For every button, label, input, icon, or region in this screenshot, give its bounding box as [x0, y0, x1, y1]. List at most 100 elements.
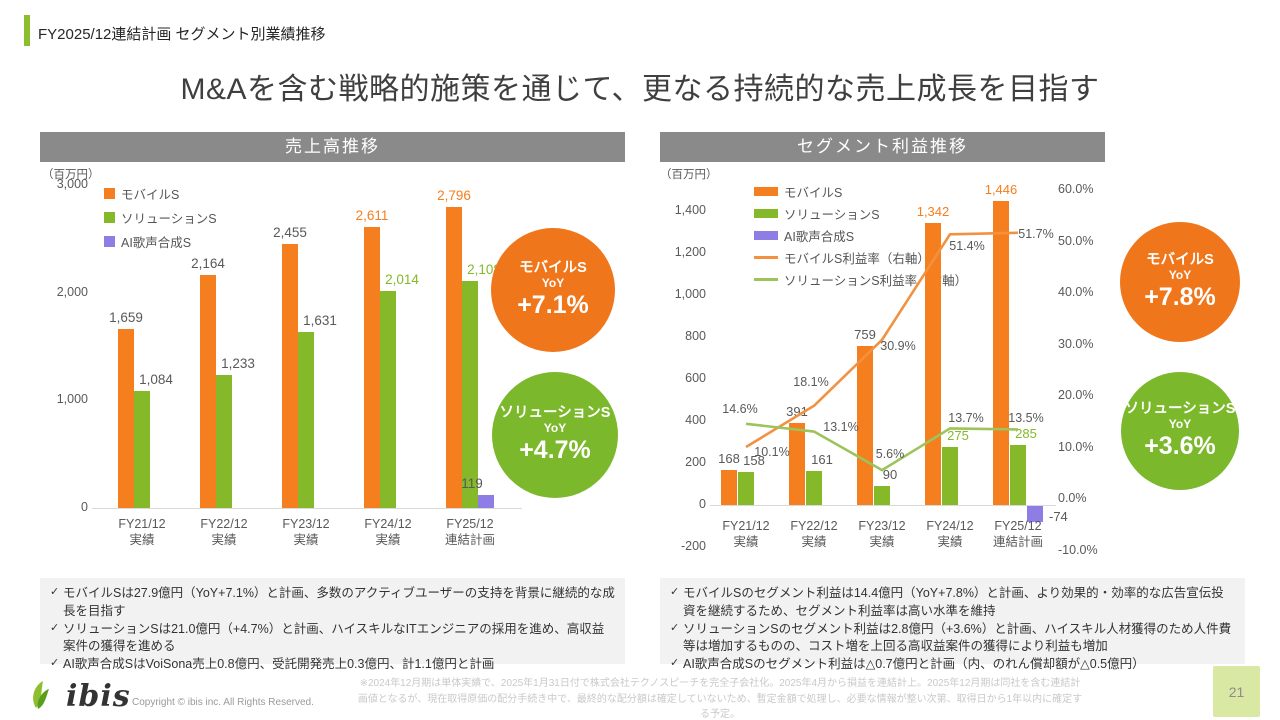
bar-value-label: 90 [882, 467, 898, 483]
x-axis-label-line: FY22/12 [200, 517, 248, 531]
bar-value-label: -74 [1049, 509, 1068, 524]
bar [446, 206, 462, 508]
y2-axis-tick: -10.0% [1058, 542, 1098, 557]
page-number: 21 [1213, 666, 1260, 717]
legend-item: モバイルS [754, 182, 842, 201]
y2-axis-tick: 0.0% [1058, 491, 1087, 505]
badge-value: +3.6% [1144, 431, 1216, 460]
segment-profit-chart: （百万円） 1,400 1,200 1,000 800 600 400 200 0 -200 60.… [660, 162, 1105, 572]
rate-label: 18.1% [793, 375, 829, 389]
yoy-badge: モバイルS YoY +7.8% [1120, 222, 1240, 342]
bar-value-label: 2,611 [355, 207, 389, 223]
legend-line-swatch [754, 278, 778, 281]
x-axis-label: FY23/12 実績 [837, 518, 927, 551]
bar-value-label: 285 [1015, 426, 1037, 442]
x-axis-label-line: 実績 [211, 533, 237, 548]
x-axis-label: FY24/12 実績 [905, 518, 995, 551]
yoy-badge: ソリューションS YoY +3.6% [1121, 372, 1239, 490]
x-axis-label: FY24/12 実績 [343, 516, 433, 549]
y-axis-tick: 1,200 [674, 245, 706, 259]
ibis-wordmark: ibis [66, 678, 131, 714]
profit-notes: モバイルSのセグメント利益は14.4億円（YoY+7.8%）と計画、より効果的・… [660, 578, 1245, 671]
bar-value-label: 1,659 [109, 310, 143, 326]
x-axis-label: FY22/12 実績 [769, 518, 859, 551]
bar [806, 471, 822, 505]
note-item: AI歌声合成Sのセグメント利益は△0.7億円と計画（内、のれん償却額が△0.5億… [670, 656, 1235, 674]
note-item: ソリューションSは21.0億円（+4.7%）と計画、ハイスキルなITエンジニアの… [50, 621, 615, 657]
profit-panel-title: セグメント利益推移 [660, 132, 1105, 162]
badge-label: ソリューションS [499, 405, 611, 422]
x-axis-label-line: 実績 [293, 533, 319, 548]
x-axis-label-line: FY24/12 [926, 519, 974, 533]
x-axis-label-line: FY23/12 [858, 519, 906, 533]
badge-sub: YoY [541, 276, 565, 291]
rate-label: 51.4% [949, 239, 985, 253]
y2-axis-tick: 50.0% [1058, 233, 1094, 248]
rate-label: 13.5% [1008, 411, 1044, 425]
bar-value-label: 161 [811, 452, 833, 468]
rate-label: 10.1% [754, 445, 790, 459]
bar [118, 329, 134, 508]
badge-value: +7.1% [517, 290, 589, 319]
badge-value: +4.7% [519, 435, 591, 464]
badge-value: +7.8% [1144, 282, 1216, 311]
y-axis-tick: 0 [699, 497, 706, 511]
y-axis-tick: -200 [680, 539, 706, 553]
x-axis-label-line: FY23/12 [282, 517, 330, 531]
bar [134, 391, 150, 508]
note-item: モバイルSは27.9億円（YoY+7.1%）と計画、多数のアクティブユーザーの支… [50, 585, 615, 621]
x-axis-label-line: 実績 [869, 535, 895, 550]
legend-label: モバイルS利益率（右軸） [784, 252, 930, 266]
x-axis-label: FY22/12 実績 [179, 516, 269, 549]
legend-label: AI歌声合成S [784, 230, 855, 244]
bar [993, 201, 1009, 505]
bar-value-label: 1,446 [984, 182, 1018, 198]
header-accent-bar [24, 15, 30, 46]
x-axis-label-line: FY25/12 [994, 519, 1042, 533]
legend-item: ソリューションS [104, 208, 217, 227]
bar [1010, 445, 1026, 505]
slide-title: M&Aを含む戦略的施策を通じて、更なる持続的な売上成長を目指す [180, 73, 1100, 106]
legend-label: ソリューションS [121, 212, 217, 226]
axis-unit-label: （百万円） [660, 169, 718, 181]
x-axis-label: FY21/12 実績 [97, 516, 187, 549]
badge-label: モバイルS [519, 260, 587, 277]
bar [738, 471, 754, 505]
x-axis-label-line: 連結計画 [992, 535, 1043, 550]
legend-swatch [754, 209, 778, 218]
legend-label: モバイルS [121, 188, 180, 202]
bar-value-label: 2,014 [385, 272, 419, 288]
legend-item: AI歌声合成S [104, 232, 191, 251]
badge-label: モバイルS [1146, 252, 1214, 269]
legend-swatch [104, 188, 115, 199]
legend-label: ソリューションS [784, 208, 880, 222]
legend-line-swatch [754, 256, 778, 259]
bar [478, 495, 494, 508]
rate-label: 13.7% [948, 411, 984, 425]
badge-sub: YoY [543, 421, 567, 436]
y-axis-tick: 800 [685, 329, 706, 343]
rate-label: 14.6% [722, 402, 758, 416]
legend-label: モバイルS [784, 186, 843, 200]
x-axis-label-line: 実績 [937, 535, 963, 550]
ibis-logo: ibis [28, 678, 131, 714]
x-axis-label: FY21/12 実績 [701, 518, 791, 551]
bar [874, 486, 890, 505]
y-axis-tick: 1,000 [56, 392, 88, 407]
legend-item: モバイルS [104, 184, 179, 203]
bar [942, 447, 958, 505]
y-axis-tick: 3,000 [56, 177, 88, 191]
ibis-leaf-icon [33, 681, 49, 709]
bar-value-label: 2,164 [191, 256, 225, 271]
legend-label: AI歌声合成S [121, 236, 192, 250]
revenue-panel-title: 売上高推移 [40, 132, 625, 162]
x-axis-label-line: FY21/12 [722, 519, 770, 533]
legend-swatch [104, 236, 115, 247]
yoy-badge: モバイルS YoY +7.1% [491, 228, 615, 352]
x-axis-line [92, 508, 522, 509]
badge-sub: YoY [1168, 268, 1192, 283]
note-item: モバイルSのセグメント利益は14.4億円（YoY+7.8%）と計画、より効果的・… [670, 585, 1235, 621]
legend-item: モバイルS利益率（右軸） [754, 248, 930, 267]
badge-sub: YoY [1168, 417, 1192, 432]
